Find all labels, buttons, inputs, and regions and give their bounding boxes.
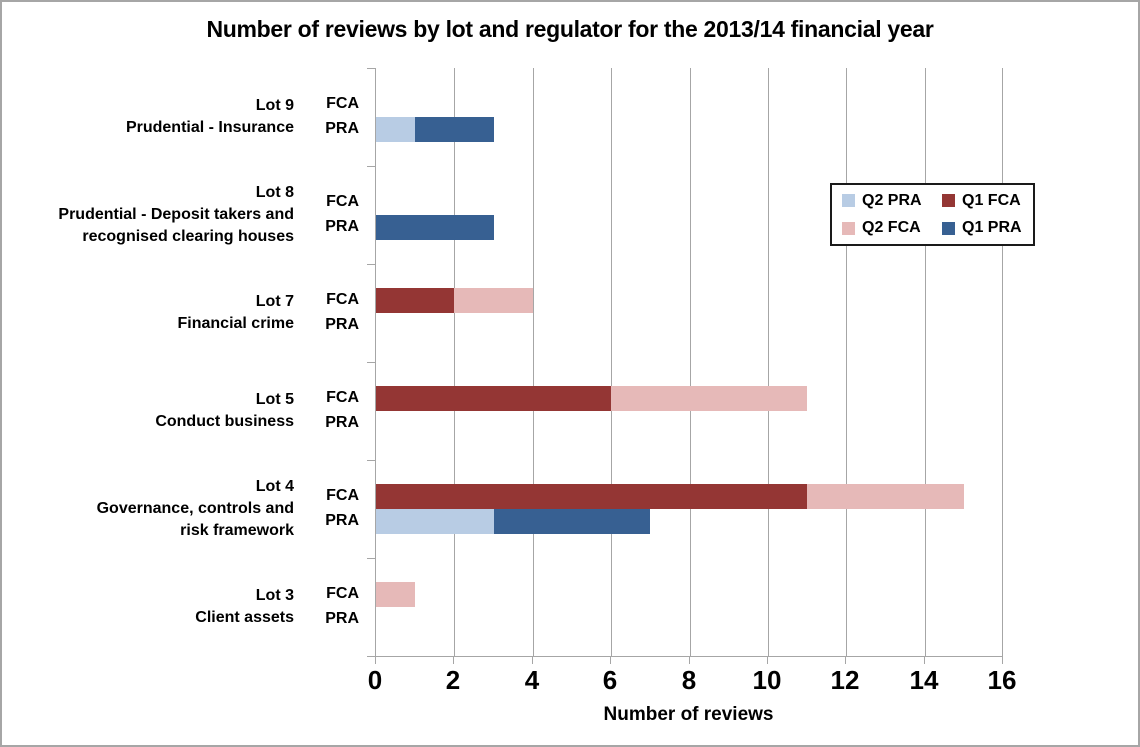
x-axis-tick-label: 16 [987,665,1017,695]
bar-segment-q2-pra [376,117,415,142]
bar-segment-q1-pra [494,509,650,534]
x-axis-tick-label: 4 [524,665,540,695]
lot-label: Lot 4 Governance, controls and risk fram… [96,478,294,539]
legend-entry: Q1 PRA [942,219,1033,237]
plot-area [367,68,1003,657]
x-axis-tick [375,657,376,664]
regulator-label: FCA [326,585,359,602]
legend-label: Q2 PRA [862,191,922,209]
bar-segment-q2-fca [376,582,415,607]
lot-label: Lot 3 Client assets [195,587,294,626]
bar-segment-q1-fca [376,386,611,411]
gridline [846,68,847,656]
regulator-label: PRA [325,414,359,431]
y-axis-tick [367,362,375,363]
gridline [454,68,455,656]
bar-segment-q2-fca [454,288,533,313]
legend-swatch [942,221,955,235]
x-axis-tick [610,657,611,664]
legend-entry: Q2 PRA [842,192,942,210]
legend-label: Q1 PRA [962,219,1022,237]
gridline [690,68,691,656]
x-axis-tick-label: 6 [602,665,618,695]
legend-entry: Q2 FCA [842,219,942,237]
x-axis-tick-label: 12 [830,665,860,695]
bar-segment-q1-fca [376,484,807,509]
legend-entry: Q1 FCA [942,192,1033,210]
x-axis-tick [453,657,454,664]
x-axis-tick-label: 0 [367,665,383,695]
regulator-label: FCA [326,487,359,504]
y-axis-tick [367,460,375,461]
regulator-label: PRA [325,120,359,137]
lot-label: Lot 8 Prudential - Deposit takers and re… [58,184,294,245]
legend-label: Q2 FCA [862,219,921,237]
gridline [533,68,534,656]
x-axis-tick [845,657,846,664]
x-axis-tick-label: 14 [909,665,939,695]
bar-segment-q2-pra [376,509,494,534]
gridline [611,68,612,656]
x-axis-tick [532,657,533,664]
bar-segment-q2-fca [807,484,964,509]
y-axis-tick [367,558,375,559]
gridline [925,68,926,656]
legend-swatch [942,194,955,208]
x-axis-tick [767,657,768,664]
x-axis-tick [689,657,690,664]
x-axis-tick-label: 8 [681,665,697,695]
regulator-label: PRA [325,218,359,235]
x-axis-title: Number of reviews [603,704,774,725]
gridline [768,68,769,656]
bar-segment-q1-pra [376,215,494,240]
lot-label: Lot 5 Conduct business [155,391,294,430]
regulator-label: PRA [325,512,359,529]
regulator-label: FCA [326,389,359,406]
regulator-label: PRA [325,316,359,333]
y-axis-tick [367,656,375,657]
legend: Q2 PRA Q1 FCA Q2 FCA Q1 PRA [830,183,1035,246]
bar-segment-q1-pra [415,117,494,142]
x-axis-tick [1002,657,1003,664]
lot-label: Lot 7 Financial crime [177,293,295,332]
y-axis-tick [367,166,375,167]
x-axis-tick [924,657,925,664]
bar-segment-q2-fca [611,386,807,411]
chart-title: Number of reviews by lot and regulator f… [206,16,934,42]
lot-label: Lot 9 Prudential - Insurance [125,97,294,136]
y-axis-tick [367,264,375,265]
bar-segment-q1-fca [376,288,454,313]
regulator-label: FCA [326,95,359,112]
legend-swatch [842,221,855,235]
gridline [1002,68,1003,656]
regulator-label: PRA [325,610,359,627]
legend-label: Q1 FCA [962,191,1021,209]
regulator-label: FCA [326,291,359,308]
y-axis-tick [367,68,375,69]
x-axis-tick-label: 2 [445,665,461,695]
x-axis-tick-label: 10 [752,665,782,695]
regulator-label: FCA [326,193,359,210]
legend-swatch [842,194,855,208]
